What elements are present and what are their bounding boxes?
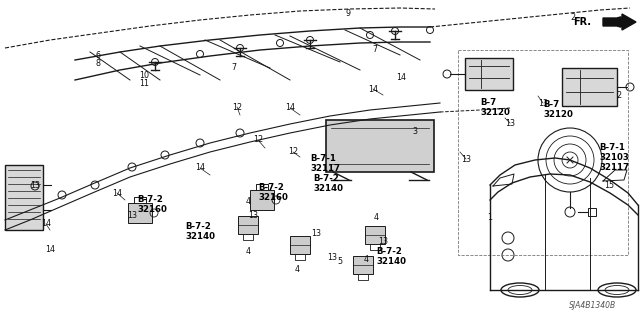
Text: 7: 7 xyxy=(232,63,237,72)
Bar xyxy=(326,120,434,172)
Text: 14: 14 xyxy=(112,189,122,197)
Text: FR.: FR. xyxy=(573,17,591,27)
Text: 4: 4 xyxy=(246,247,250,256)
Text: 1: 1 xyxy=(488,213,493,222)
Text: 4: 4 xyxy=(364,256,369,264)
Text: B-7-1
32103
32117: B-7-1 32103 32117 xyxy=(599,143,629,172)
Text: B-7
32120: B-7 32120 xyxy=(543,100,573,119)
Text: 13: 13 xyxy=(311,228,321,238)
Text: 4: 4 xyxy=(294,265,300,275)
Text: B-7-2
32160: B-7-2 32160 xyxy=(137,195,167,214)
Text: 14: 14 xyxy=(45,246,55,255)
Text: 14: 14 xyxy=(285,103,295,113)
Bar xyxy=(290,236,310,254)
Text: SJA4B1340B: SJA4B1340B xyxy=(569,301,616,310)
Text: 14: 14 xyxy=(368,85,378,93)
Text: 7: 7 xyxy=(372,46,378,55)
Bar xyxy=(353,256,373,274)
Text: 9: 9 xyxy=(346,10,351,19)
Text: 15: 15 xyxy=(604,181,614,189)
Text: 14: 14 xyxy=(396,73,406,83)
Text: 11: 11 xyxy=(139,78,149,87)
Text: 13: 13 xyxy=(30,182,40,190)
Text: 13: 13 xyxy=(505,118,515,128)
Text: 5: 5 xyxy=(337,256,342,265)
Bar xyxy=(588,208,596,216)
Bar xyxy=(365,226,385,244)
Text: 2: 2 xyxy=(570,13,575,23)
Bar xyxy=(458,50,628,255)
Text: 12: 12 xyxy=(288,147,298,157)
Text: 13: 13 xyxy=(248,211,258,220)
Text: B-7-2
32160: B-7-2 32160 xyxy=(258,183,288,202)
Bar xyxy=(250,190,274,210)
Text: 6: 6 xyxy=(95,50,100,60)
Text: 13: 13 xyxy=(127,211,137,220)
Text: 3: 3 xyxy=(413,127,417,136)
Text: 13: 13 xyxy=(538,99,548,108)
Text: 10: 10 xyxy=(139,70,149,79)
Text: 13: 13 xyxy=(461,154,471,164)
Text: 12: 12 xyxy=(253,136,263,145)
Text: B-7-2
32140: B-7-2 32140 xyxy=(185,222,215,241)
Bar xyxy=(465,58,513,90)
Text: 4: 4 xyxy=(374,213,378,222)
Text: B-7-2
32140: B-7-2 32140 xyxy=(376,247,406,266)
Bar xyxy=(562,68,617,106)
Text: 12: 12 xyxy=(232,102,242,112)
Text: 2: 2 xyxy=(616,91,621,100)
Text: 4: 4 xyxy=(246,197,250,206)
Text: B-7-2
32140: B-7-2 32140 xyxy=(313,174,343,193)
Text: 8: 8 xyxy=(95,58,100,68)
FancyArrowPatch shape xyxy=(607,18,626,26)
Text: B-7-1
32117: B-7-1 32117 xyxy=(310,154,340,173)
Bar xyxy=(5,165,43,230)
Text: 14: 14 xyxy=(195,164,205,173)
Text: B-7
32120: B-7 32120 xyxy=(480,98,510,117)
Text: 13: 13 xyxy=(378,236,388,246)
Polygon shape xyxy=(603,14,636,30)
Bar xyxy=(238,216,258,234)
Bar xyxy=(128,203,152,223)
Text: 13: 13 xyxy=(327,254,337,263)
Text: 14: 14 xyxy=(41,219,51,228)
